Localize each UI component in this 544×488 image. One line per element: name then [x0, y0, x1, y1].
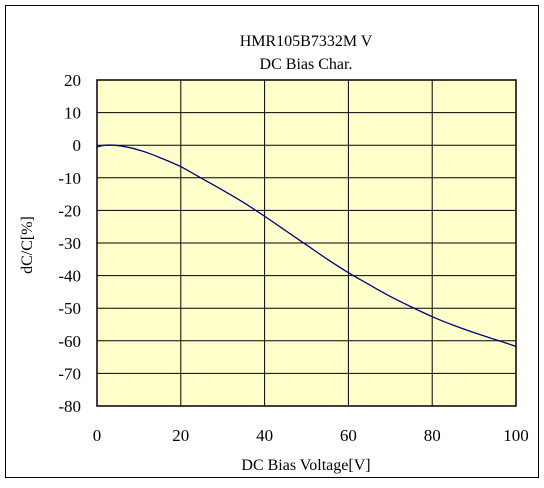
series-line — [96, 144, 517, 347]
y-tick-label: -50 — [58, 299, 81, 318]
y-tick-labels: 20 10 0 -10 -20 -30 -40 -50 -60 -70 -80 — [58, 71, 81, 416]
grid-lines — [97, 80, 516, 406]
x-axis-label: DC Bias Voltage[V] — [241, 457, 370, 474]
x-tick-label: 100 — [503, 426, 529, 445]
x-tick-label: 60 — [340, 426, 357, 445]
y-tick-label: -70 — [58, 364, 81, 383]
x-tick-labels: 0 20 40 60 80 100 — [93, 426, 529, 445]
y-tick-label: 20 — [64, 71, 81, 90]
x-tick-label: 40 — [256, 426, 273, 445]
y-tick-label: -10 — [58, 169, 81, 188]
x-tick-label: 20 — [172, 426, 189, 445]
chart-title: HMR105B7332M V — [240, 33, 373, 50]
y-tick-label: -30 — [58, 234, 81, 253]
y-tick-label: -40 — [58, 267, 81, 286]
y-tick-label: -20 — [58, 201, 81, 220]
y-tick-label: 10 — [64, 104, 81, 123]
chart-subtitle: DC Bias Char. — [260, 56, 353, 73]
x-tick-label: 0 — [93, 426, 102, 445]
plot-border — [96, 79, 517, 407]
y-tick-label: -60 — [58, 332, 81, 351]
y-axis-label: dC/C[%] — [19, 216, 36, 274]
x-tick-label: 80 — [424, 426, 441, 445]
y-tick-label: -80 — [58, 397, 81, 416]
y-tick-label: 0 — [73, 136, 82, 155]
